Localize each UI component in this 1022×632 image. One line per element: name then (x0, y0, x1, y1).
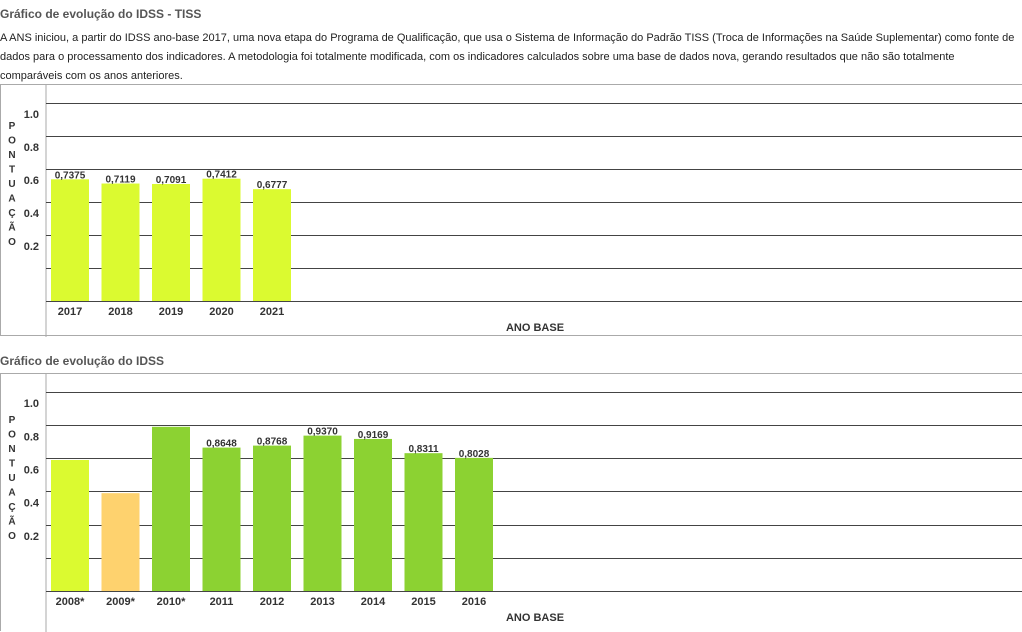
chart-title-idss: Gráfico de evolução do IDSS (0, 354, 165, 368)
idss-tiss-y-axis-label-letter: O (8, 237, 16, 248)
idss-tiss-x-tick-label: 2018 (108, 306, 132, 318)
idss-tiss-y-axis-label-letter: N (8, 150, 15, 161)
idss-bar[interactable] (152, 426, 190, 591)
idss-y-tick-label: 0.8 (24, 431, 39, 443)
idss-data-label: 0,9169 (358, 430, 389, 441)
idss-tiss-y-tick-label: 0.2 (24, 241, 39, 253)
idss-data-label: 0,8768 (257, 437, 288, 448)
idss-tiss-data-label: 0,7119 (105, 175, 135, 186)
idss-x-tick-label: 2014 (361, 596, 386, 608)
idss-tiss-y-axis-label-letter: T (9, 165, 15, 176)
idss-x-tick-label: 2012 (260, 596, 284, 608)
idss-tiss-y-axis-label-letter: P (9, 121, 16, 132)
idss-y-axis-label-letter: Ã (8, 515, 15, 528)
idss-data-label: 0,8648 (206, 439, 237, 450)
idss-y-tick-label: 0.4 (24, 498, 40, 510)
idss-tiss-x-tick-label: 2020 (209, 306, 233, 318)
idss-y-axis-label-letter: P (9, 415, 16, 426)
idss-tiss-y-axis-label-letter: Ç (8, 208, 15, 219)
idss-bar[interactable] (202, 447, 241, 591)
idss-bar[interactable] (101, 493, 140, 591)
idss-tiss-bar[interactable] (253, 189, 291, 301)
idss-tiss-data-label: 0,7375 (55, 170, 86, 181)
idss-x-tick-label: 2010* (157, 596, 186, 608)
idss-data-label: 0,8028 (459, 449, 490, 460)
idss-tiss-data-label: 0,7412 (206, 170, 237, 181)
intro-paragraph: A ANS iniciou, a partir do IDSS ano-base… (0, 32, 1015, 82)
idss-x-axis-title: ANO BASE (506, 612, 564, 624)
idss-tiss-y-axis-label-letter: A (8, 194, 15, 205)
idss-tiss-y-tick-label: 1.0 (24, 109, 39, 121)
idss-tiss-y-tick-label: 0.8 (24, 142, 39, 154)
idss-y-axis-label-letter: U (8, 473, 15, 484)
idss-bar[interactable] (303, 435, 342, 591)
idss-tiss-y-axis-label-letter: O (8, 136, 16, 147)
idss-tiss-data-label: 0,6777 (257, 180, 288, 191)
idss-bar[interactable] (455, 457, 493, 591)
idss-x-tick-label: 2009* (106, 596, 135, 608)
idss-bar[interactable] (354, 438, 392, 591)
idss-tiss-x-tick-label: 2021 (260, 306, 284, 318)
idss-chart: 0.2 0.4 0.6 0.8 1.0 P O N T U A Ç Ã O 2008* 2009* 2010* 0… (0, 373, 1022, 632)
idss-y-axis-label-letter: N (8, 444, 15, 455)
idss-x-tick-label: 2013 (310, 596, 334, 608)
idss-tiss-chart-svg: 0.20.40.60.81.0PONTUAÇÃO0,737520170,7119… (8, 85, 1022, 337)
idss-x-tick-label: 2008* (56, 596, 85, 608)
idss-bar[interactable] (51, 459, 89, 591)
idss-tiss-y-axis-label-letter: U (8, 179, 15, 190)
idss-tiss-bar[interactable] (101, 183, 140, 301)
idss-tiss-bar[interactable] (202, 178, 241, 301)
idss-bar[interactable] (404, 453, 443, 591)
idss-tiss-chart: 0.2 0.4 0.6 0.8 1.0 P O N T U A Ç Ã O 0,7375 2017 0,7119… (0, 84, 1022, 337)
chart-title-idss-tiss: Gráfico de evolução do IDSS - TISS (0, 7, 202, 21)
idss-tiss-x-tick-label: 2017 (58, 306, 82, 318)
idss-tiss-x-axis-title: ANO BASE (506, 322, 564, 334)
idss-bar[interactable] (253, 445, 291, 591)
idss-data-label: 0,9370 (307, 427, 338, 438)
idss-y-tick-label: 0.6 (24, 465, 39, 477)
idss-tiss-x-tick-label: 2019 (159, 306, 183, 318)
idss-y-axis-label-letter: O (8, 430, 16, 441)
idss-tiss-bar[interactable] (51, 179, 89, 301)
idss-y-tick-label: 1.0 (24, 398, 39, 410)
idss-y-axis-label-letter: T (9, 459, 15, 470)
idss-y-axis-label-letter: A (8, 488, 15, 499)
idss-y-axis-label-letter: Ç (8, 502, 15, 513)
idss-data-label: 0,8311 (408, 444, 438, 455)
idss-x-tick-label: 2011 (210, 596, 234, 608)
idss-tiss-y-tick-label: 0.4 (24, 208, 40, 220)
idss-x-tick-label: 2015 (411, 596, 435, 608)
idss-tiss-y-tick-label: 0.6 (24, 175, 39, 187)
idss-y-axis-label-letter: O (8, 531, 16, 542)
idss-tiss-bar[interactable] (152, 183, 190, 301)
idss-y-tick-label: 0.2 (24, 531, 39, 543)
idss-tiss-y-axis-label-letter: Ã (8, 221, 15, 234)
idss-x-tick-label: 2016 (462, 596, 486, 608)
idss-tiss-data-label: 0,7091 (156, 175, 187, 186)
